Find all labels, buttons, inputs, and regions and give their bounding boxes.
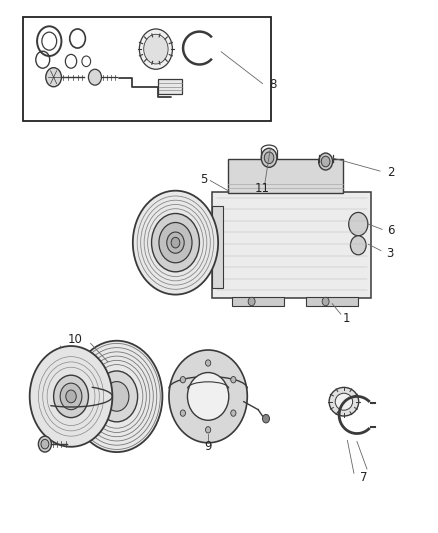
Ellipse shape [187, 373, 229, 420]
Circle shape [349, 213, 368, 236]
Circle shape [248, 297, 255, 306]
Circle shape [41, 439, 49, 449]
Circle shape [262, 415, 269, 423]
Circle shape [88, 69, 102, 85]
Circle shape [350, 236, 366, 255]
Circle shape [321, 156, 330, 167]
Circle shape [261, 148, 277, 167]
Text: 8: 8 [270, 78, 277, 91]
Text: 11: 11 [255, 182, 270, 195]
Bar [23, 17, 271, 120]
Text: 1: 1 [343, 312, 350, 325]
Bar [228, 159, 343, 193]
Circle shape [231, 410, 236, 416]
Circle shape [71, 341, 162, 452]
Bar [212, 206, 223, 288]
Text: 7: 7 [360, 471, 367, 484]
Circle shape [30, 346, 113, 447]
Circle shape [96, 371, 138, 422]
Circle shape [180, 410, 185, 416]
Circle shape [167, 232, 184, 253]
Bar [158, 79, 182, 94]
Text: 2: 2 [387, 166, 395, 179]
Circle shape [46, 68, 61, 87]
Circle shape [205, 360, 211, 366]
Circle shape [39, 436, 51, 452]
Circle shape [144, 34, 168, 64]
Circle shape [159, 222, 192, 263]
Text: 3: 3 [386, 247, 393, 260]
Bar [232, 297, 284, 306]
Circle shape [180, 376, 185, 383]
Circle shape [139, 29, 173, 69]
Circle shape [322, 297, 329, 306]
Text: 6: 6 [387, 224, 395, 237]
Text: 10: 10 [68, 333, 83, 346]
Circle shape [66, 390, 76, 403]
Circle shape [53, 375, 88, 418]
Circle shape [205, 426, 211, 433]
Circle shape [231, 376, 236, 383]
Text: 9: 9 [205, 440, 212, 453]
Circle shape [171, 237, 180, 248]
Circle shape [133, 191, 218, 295]
Bar [306, 297, 358, 306]
Text: 5: 5 [200, 173, 208, 185]
Circle shape [60, 383, 82, 410]
Circle shape [319, 153, 332, 170]
Circle shape [152, 214, 199, 272]
Ellipse shape [329, 387, 359, 416]
Circle shape [264, 152, 274, 164]
Ellipse shape [169, 350, 247, 443]
Circle shape [105, 382, 129, 411]
Ellipse shape [335, 393, 353, 410]
Bar [212, 192, 371, 298]
